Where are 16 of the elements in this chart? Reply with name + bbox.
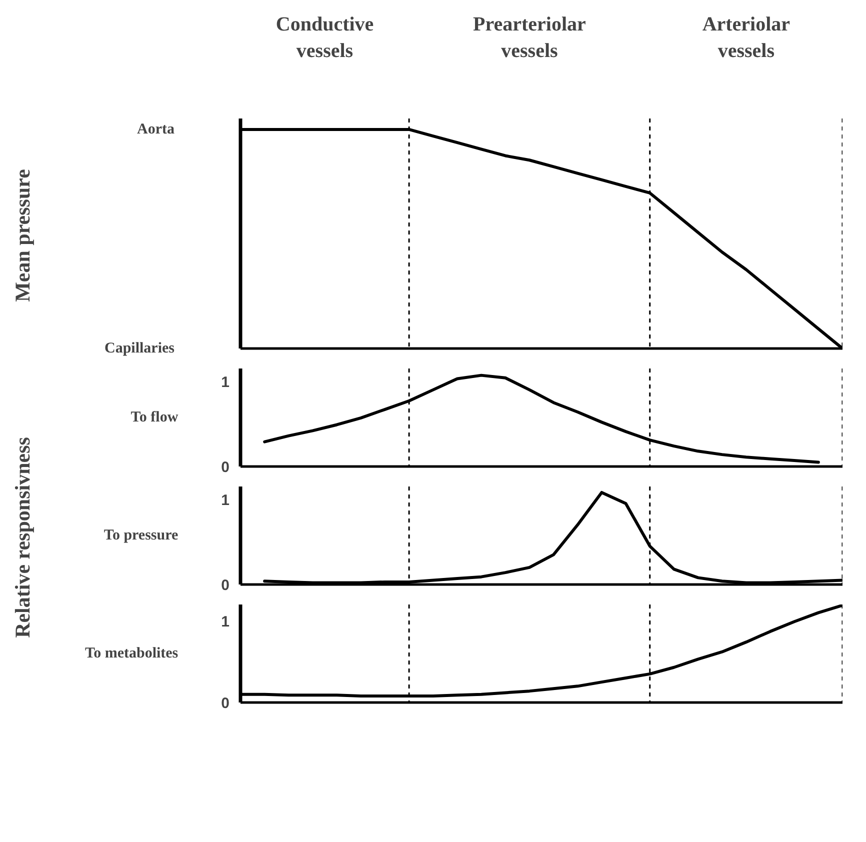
text: Conductive vessels <box>276 14 374 62</box>
text: To metabolites <box>84 646 178 662</box>
text: To flow <box>130 410 178 426</box>
y-tick-label: 0 <box>221 695 230 712</box>
text: Aorta <box>137 121 175 138</box>
y-axis-title: Relative responsivness <box>10 437 34 638</box>
y-tick-label: 1 <box>221 374 230 391</box>
text: Capillaries <box>104 340 175 356</box>
text: Arteriolar vessels <box>702 14 790 62</box>
y-tick-label: 0 <box>221 577 230 594</box>
text: To pressure <box>104 528 178 544</box>
text: Prearteriolar vessels <box>473 14 586 62</box>
y-axis-title: Mean pressure <box>10 169 34 302</box>
y-tick-label: 1 <box>221 613 230 630</box>
y-tick-label: 1 <box>221 492 230 509</box>
y-tick-label: 0 <box>221 459 230 476</box>
